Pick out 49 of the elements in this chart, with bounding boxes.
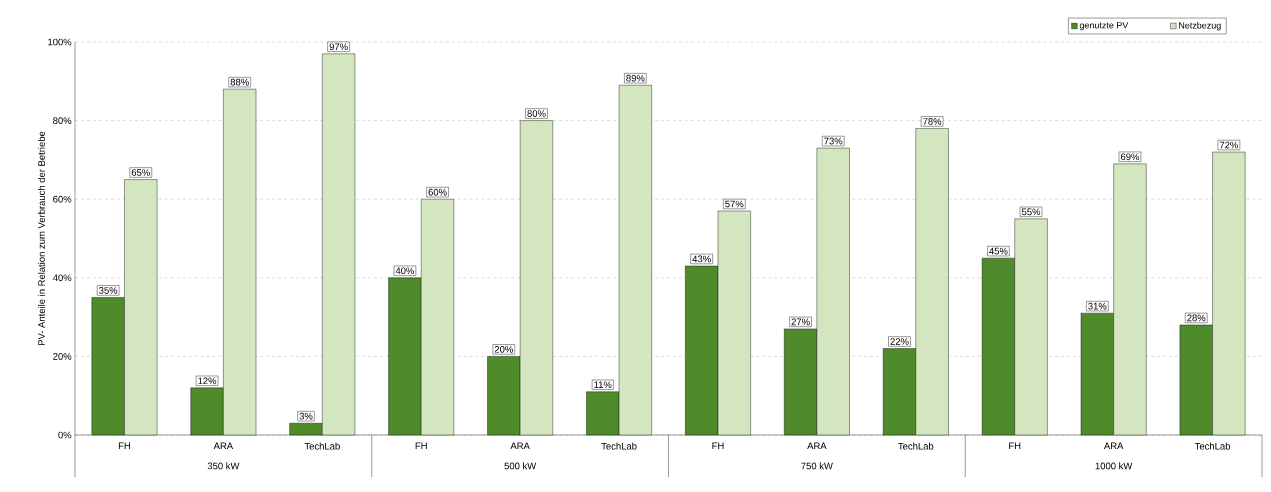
data-label: 73% — [824, 137, 843, 145]
data-label: 22% — [890, 338, 909, 345]
x-tick-label: FH — [415, 442, 427, 450]
data-label: 40% — [395, 267, 415, 275]
data-label: 11% — [594, 381, 612, 389]
x-tick-label: FH — [118, 442, 130, 450]
x-tick-label: TechLab — [601, 442, 637, 450]
data-label: 35% — [99, 287, 118, 294]
data-label: 60% — [428, 188, 447, 196]
legend-label: Netzbezug — [1179, 22, 1221, 31]
x-tick-label: ARA — [510, 442, 530, 450]
data-label: 88% — [230, 78, 249, 86]
x-tick-label: TechLab — [1194, 442, 1231, 450]
x-tick-label: ARA — [1103, 442, 1124, 450]
y-tick-label: 80% — [53, 117, 72, 124]
y-tick-label: 60% — [53, 195, 72, 203]
data-label: 55% — [1021, 208, 1041, 216]
y-tick-label: 40% — [52, 274, 72, 282]
data-label: 28% — [1187, 314, 1206, 322]
data-label: 12% — [198, 377, 217, 385]
x-tick-label: TechLab — [898, 442, 934, 450]
text: 500 kW — [504, 462, 537, 470]
text: 1000 kW — [1095, 462, 1133, 470]
text: 750 kW — [801, 462, 833, 470]
data-label: 80% — [527, 110, 546, 117]
x-tick-label: ARA — [213, 442, 234, 450]
data-label: 78% — [923, 118, 942, 125]
y-tick-label: 100% — [48, 38, 72, 46]
data-label: 27% — [791, 318, 810, 326]
legend-label: genutzte PV — [1079, 22, 1129, 31]
x-tick-label: ARA — [807, 442, 827, 450]
data-label: 65% — [131, 169, 150, 176]
data-label: 89% — [626, 74, 645, 82]
data-label: 20% — [494, 346, 513, 353]
y-axis-title: PV- Anteile in Relation zum Verbrauch der Betriebe — [37, 131, 45, 346]
data-label: 72% — [1219, 141, 1239, 149]
y-tick-label: 20% — [53, 353, 72, 360]
data-label: 45% — [989, 247, 1008, 255]
data-label: 69% — [1120, 153, 1140, 161]
x-tick-label: TechLab — [304, 442, 340, 450]
data-label: 43% — [692, 255, 711, 263]
text: 350 kW — [207, 462, 240, 470]
x-tick-label: FH — [1009, 442, 1021, 450]
data-label: 3% — [299, 412, 313, 420]
data-label: 31% — [1088, 302, 1107, 310]
y-tick-label: 0% — [58, 431, 72, 439]
data-label: 97% — [329, 43, 348, 51]
data-label: 57% — [725, 200, 744, 208]
x-tick-label: FH — [712, 442, 724, 450]
